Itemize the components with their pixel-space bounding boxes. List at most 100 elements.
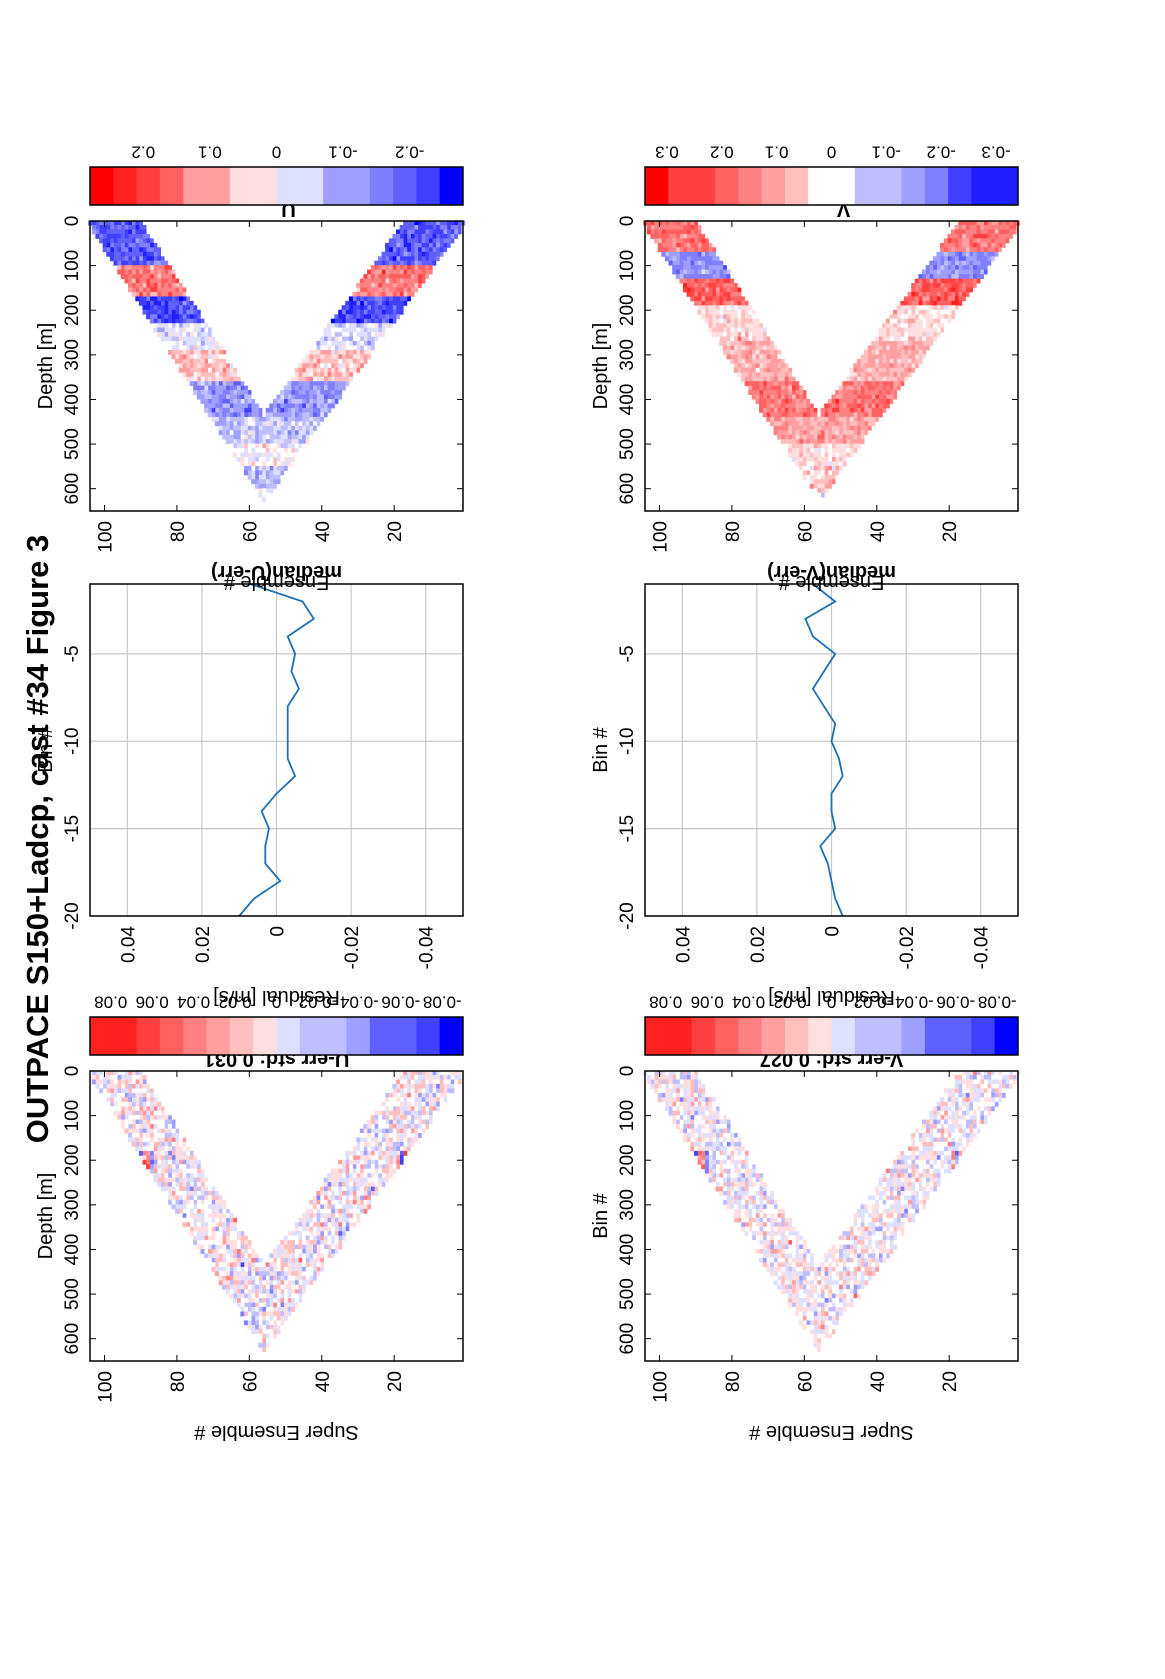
heatmap-cell — [236, 416, 241, 422]
heatmap-cell — [885, 1244, 890, 1250]
heatmap-cell — [175, 1177, 180, 1183]
heatmap-cell — [338, 1186, 343, 1192]
heatmap-cell — [367, 345, 371, 351]
heatmap-cell — [233, 403, 237, 409]
heatmap-cell — [414, 1106, 419, 1112]
heatmap-cell — [334, 349, 339, 355]
heatmap-cell — [947, 1164, 952, 1170]
heatmap-cell — [160, 327, 165, 333]
heatmap-cell — [414, 1110, 419, 1116]
heatmap-cell — [178, 1177, 183, 1183]
heatmap-cell — [377, 327, 382, 333]
heatmap-cell — [131, 220, 136, 226]
heatmap-cell — [947, 1133, 952, 1138]
heatmap-cell — [171, 309, 176, 315]
heatmap-cell — [298, 1253, 303, 1259]
heatmap-cell — [106, 1075, 111, 1080]
heatmap-cell — [207, 1244, 212, 1250]
heatmap-cell — [417, 251, 422, 257]
heatmap-cell — [940, 1164, 945, 1170]
heatmap-cell — [784, 1280, 789, 1286]
heatmap-cell — [175, 1164, 180, 1170]
heatmap-cell — [784, 1222, 789, 1228]
heatmap-cell — [751, 1186, 756, 1192]
heatmap-cell — [298, 399, 303, 404]
heatmap-cell — [878, 1177, 883, 1183]
heatmap-cell — [432, 256, 437, 262]
heatmap-cell — [265, 425, 270, 431]
heatmap-cell — [417, 1088, 422, 1094]
heatmap-cell — [254, 430, 259, 436]
heatmap-cell — [214, 1266, 219, 1272]
heatmap-cell — [795, 1262, 800, 1268]
heatmap-cell — [171, 336, 176, 342]
heatmap-cell — [276, 448, 281, 453]
heatmap-cell — [406, 1115, 411, 1121]
heatmap-cell — [925, 1119, 930, 1125]
heatmap-cell — [990, 1075, 995, 1080]
heatmap-cell — [200, 1190, 205, 1196]
heatmap-cell — [385, 1128, 390, 1134]
heatmap-cell — [824, 1280, 829, 1286]
heatmap-cell — [258, 483, 263, 489]
heatmap-cell — [117, 242, 122, 248]
heatmap-cell — [193, 327, 198, 333]
heatmap-cell — [425, 1083, 429, 1089]
heatmap-cell — [914, 1168, 919, 1174]
heatmap-cell — [867, 1262, 872, 1268]
heatmap-cell — [135, 278, 140, 284]
heatmap-cell — [280, 443, 285, 449]
heatmap-cell — [795, 1293, 800, 1299]
heatmap-cell — [856, 1253, 861, 1259]
heatmap-cell — [258, 434, 263, 440]
heatmap-cell — [120, 1079, 125, 1085]
heatmap-cell — [918, 1195, 923, 1201]
heatmap-cell — [414, 274, 419, 279]
heatmap-cell — [860, 1231, 865, 1237]
heatmap-cell — [142, 242, 147, 248]
colorbar-band — [299, 167, 324, 205]
heatmap-cell — [377, 287, 382, 293]
heatmap-cell — [283, 1306, 288, 1312]
heatmap-cell — [283, 465, 288, 471]
heatmap-cell — [903, 1164, 908, 1170]
heatmap-cell — [392, 314, 397, 320]
heatmap-cell — [370, 336, 375, 342]
heatmap-cell — [976, 1124, 981, 1129]
heatmap-cell — [936, 1133, 941, 1138]
heatmap-cell — [798, 1248, 803, 1254]
heatmap-cell — [243, 443, 248, 449]
heatmap-cell — [896, 1190, 901, 1196]
heatmap-cell — [806, 1320, 811, 1326]
heatmap-cell — [276, 1298, 281, 1303]
heatmap-cell — [186, 1155, 190, 1161]
heatmap-cell — [243, 1253, 248, 1259]
heatmap-cell — [849, 1240, 854, 1245]
heatmap-cell — [965, 1075, 970, 1080]
heatmap-cell — [186, 1182, 190, 1187]
heatmap-cell — [128, 260, 132, 266]
heatmap-cell — [864, 1244, 869, 1250]
heatmap-cell — [240, 452, 245, 458]
heatmap-cell — [138, 274, 143, 279]
heatmap-cell — [392, 251, 397, 257]
heatmap-cell — [762, 1190, 767, 1196]
heatmap-cell — [229, 1226, 234, 1232]
heatmap-cell — [446, 225, 451, 230]
heatmap-cell — [247, 412, 252, 418]
heatmap-cell — [327, 1190, 332, 1196]
heatmap-cell — [269, 1329, 274, 1335]
heatmap-cell — [932, 1141, 937, 1147]
heatmap-cell — [330, 358, 335, 364]
heatmap-cell — [334, 1213, 339, 1219]
heatmap-cell — [940, 1133, 945, 1138]
heatmap-cell — [146, 247, 151, 253]
heatmap-cell — [813, 1329, 818, 1335]
heatmap-cell — [348, 332, 353, 337]
heatmap-cell — [820, 1271, 825, 1277]
heatmap-cell — [225, 372, 230, 378]
heatmap-cell — [211, 1186, 216, 1192]
heatmap-cell — [193, 336, 198, 342]
heatmap-cell — [251, 403, 256, 409]
heatmap-cell — [309, 372, 314, 378]
